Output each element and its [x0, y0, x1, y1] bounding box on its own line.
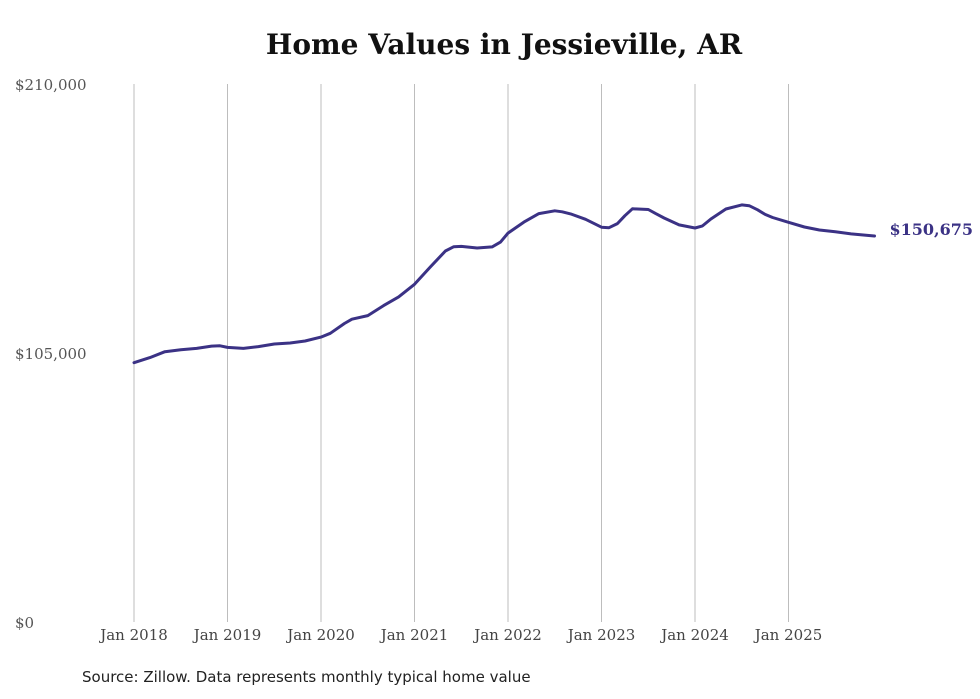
- x-tick-label: Jan 2020: [285, 626, 355, 644]
- y-axis-ticks: $0 $105,000 $210,000: [15, 76, 87, 632]
- chart-title: Home Values in Jessieville, AR: [265, 28, 743, 61]
- x-tick-label: Jan 2023: [566, 626, 636, 644]
- grid-lines: [133, 84, 789, 622]
- x-tick-label: Jan 2018: [98, 626, 168, 644]
- x-tick-label: Jan 2022: [472, 626, 542, 644]
- x-tick-label: Jan 2025: [753, 626, 823, 644]
- x-tick-label: Jan 2019: [192, 626, 262, 644]
- x-tick-label: Jan 2021: [379, 626, 449, 644]
- source-note: Source: Zillow. Data represents monthly …: [82, 668, 531, 686]
- series-line: [132, 203, 876, 365]
- end-value-label: $150,675: [890, 220, 974, 239]
- x-tick-label: Jan 2024: [659, 626, 729, 644]
- y-tick-label: $210,000: [15, 76, 87, 94]
- y-tick-label: $0: [15, 614, 34, 632]
- x-axis-ticks: Jan 2018 Jan 2019 Jan 2020 Jan 2021 Jan 2022…: [98, 626, 822, 644]
- y-tick-label: $105,000: [15, 345, 87, 363]
